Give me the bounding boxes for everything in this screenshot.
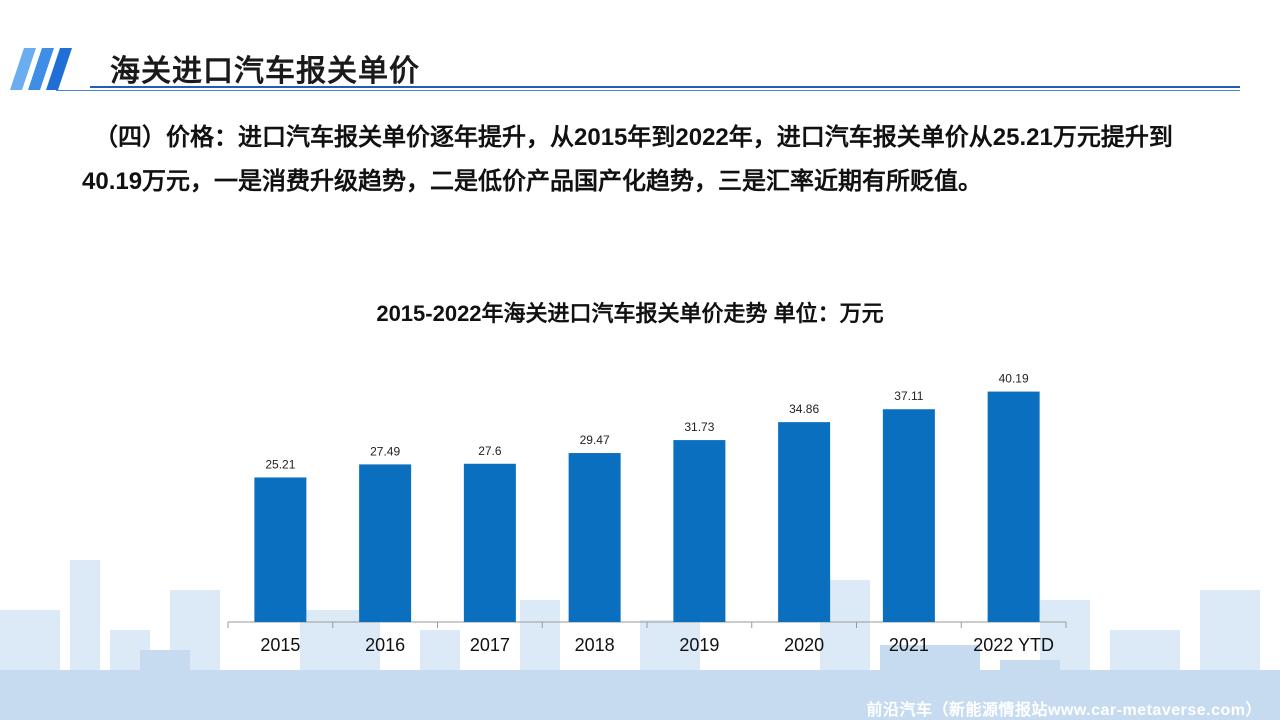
- x-tick-label: 2021: [889, 635, 929, 655]
- header-stripes-icon: [10, 48, 72, 90]
- header-rule: [90, 86, 1240, 88]
- bar-2020: [778, 422, 831, 622]
- bar-2017: [463, 463, 516, 622]
- page-title: 海关进口汽车报关单价: [110, 55, 420, 88]
- x-tick-label: 2022 YTD: [973, 635, 1054, 655]
- header: 海关进口汽车报关单价: [0, 40, 1280, 100]
- skyline-background: [0, 560, 1280, 720]
- bar-value-label: 27.6: [478, 444, 502, 458]
- description-text: （四）价格：进口汽车报关单价逐年提升，从2015年到2022年，进口汽车报关单价…: [82, 124, 1173, 195]
- watermark: 前沿汽车（新能源情报站www.car-metaverse.com）: [866, 702, 1262, 719]
- x-tick-label: 2020: [784, 635, 824, 655]
- bar-2018: [568, 453, 621, 622]
- header-rule-thin: [56, 90, 1240, 91]
- x-tick-label: 2015: [260, 635, 300, 655]
- bar-value-label: 34.86: [789, 402, 819, 416]
- bar-2021: [882, 409, 935, 622]
- bar-value-label: 31.73: [684, 420, 714, 434]
- x-tick-label: 2018: [575, 635, 615, 655]
- bar-value-label: 27.49: [370, 444, 400, 458]
- x-tick-label: 2017: [470, 635, 510, 655]
- bar-value-label: 40.19: [999, 372, 1029, 386]
- bar-2022 YTD: [987, 391, 1040, 622]
- chart-title: 2015-2022年海关进口汽车报关单价走势 单位：万元: [376, 301, 884, 326]
- x-tick-label: 2016: [365, 635, 405, 655]
- bar-2019: [673, 440, 726, 622]
- bar-value-label: 25.21: [265, 457, 295, 471]
- bar-value-label: 37.11: [894, 389, 923, 403]
- bar-2015: [254, 477, 307, 622]
- bar-value-label: 29.47: [580, 433, 610, 447]
- bar-2016: [359, 464, 412, 622]
- x-tick-label: 2019: [679, 635, 719, 655]
